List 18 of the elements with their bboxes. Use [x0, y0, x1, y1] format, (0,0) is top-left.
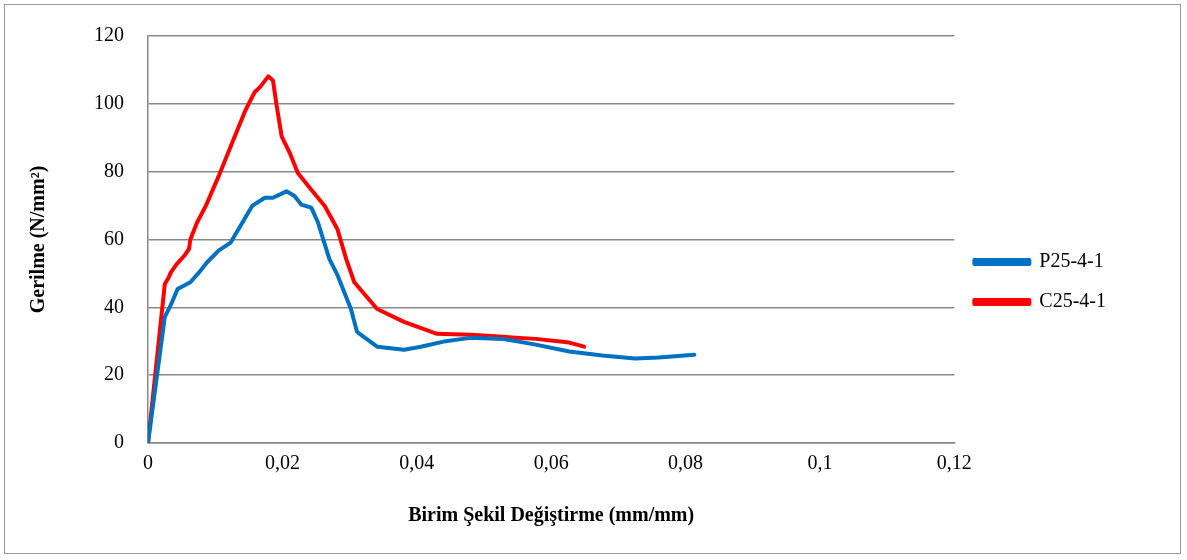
y-axis-title: Gerilme (N/mm²) — [26, 165, 50, 314]
x-tick-label: 0,08 — [668, 451, 704, 474]
x-tick-label: 0 — [143, 451, 153, 474]
y-tick-label: 60 — [104, 226, 124, 249]
y-tick-label: 0 — [114, 430, 124, 453]
x-axis-title: Birim Şekil Değiştirme (mm/mm) — [408, 503, 695, 527]
x-tick-label: 0,12 — [936, 451, 972, 474]
y-tick-label: 120 — [94, 23, 124, 46]
x-tick-label: 0,02 — [264, 451, 300, 474]
legend-label: P25-4-1 — [1039, 249, 1104, 272]
y-tick-label: 40 — [104, 294, 124, 317]
y-tick-label: 100 — [94, 91, 124, 114]
y-tick-label: 20 — [104, 362, 124, 385]
y-tick-label: 80 — [104, 158, 124, 181]
x-tick-label: 0,1 — [807, 451, 833, 474]
x-tick-label: 0,04 — [399, 451, 435, 474]
legend-label: C25-4-1 — [1039, 289, 1107, 312]
x-tick-label: 0,06 — [533, 451, 569, 474]
